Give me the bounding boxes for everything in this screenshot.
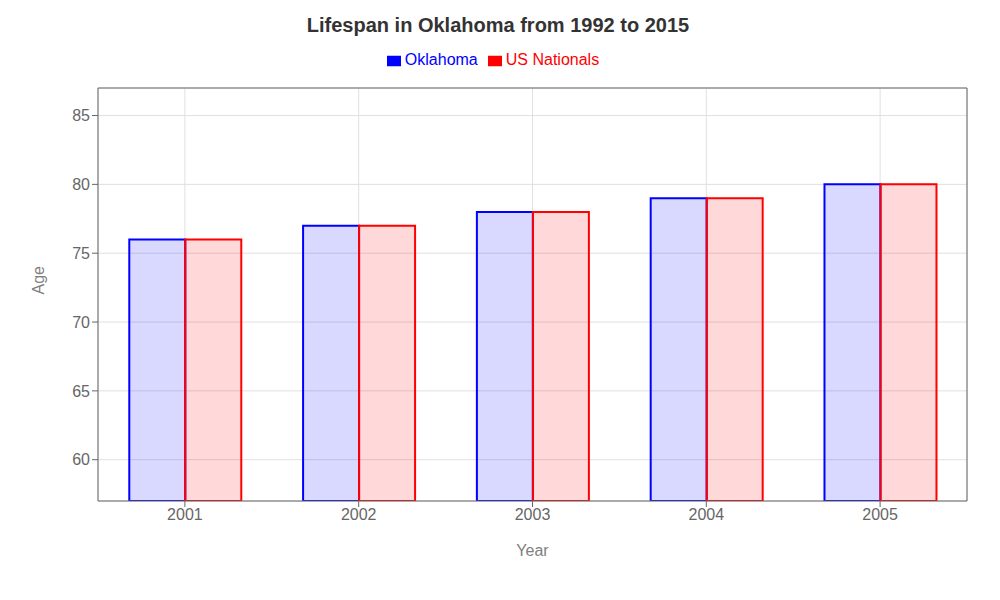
svg-text:70: 70 — [72, 314, 90, 331]
svg-text:2001: 2001 — [167, 506, 203, 523]
svg-text:2003: 2003 — [515, 506, 551, 523]
svg-text:75: 75 — [72, 245, 90, 262]
svg-text:65: 65 — [72, 383, 90, 400]
svg-text:Year: Year — [516, 542, 549, 559]
svg-text:Age: Age — [30, 266, 47, 295]
svg-text:2005: 2005 — [862, 506, 898, 523]
svg-text:60: 60 — [72, 451, 90, 468]
html-text:Lifespan in Oklahoma from 1992: Lifespan in Oklahoma from 1992 to 2015 — [306, 14, 690, 36]
html-text:US Nationals: US Nationals — [505, 51, 600, 68]
svg-text:2002: 2002 — [341, 506, 377, 523]
svg-text:85: 85 — [72, 107, 90, 124]
svg-text:2004: 2004 — [689, 506, 725, 523]
svg-text:80: 80 — [72, 176, 90, 193]
html-text:Oklahoma: Oklahoma — [404, 51, 478, 68]
